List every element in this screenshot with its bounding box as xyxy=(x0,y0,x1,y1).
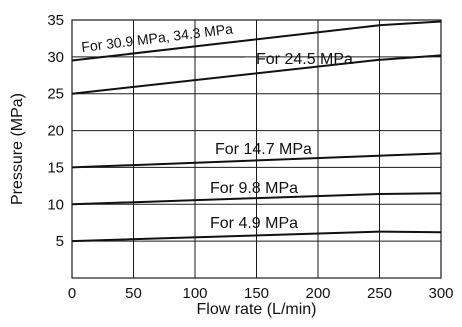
series-line-3 xyxy=(71,192,442,206)
series-line-4 xyxy=(71,230,442,243)
x-axis-title: Flow rate (L/min) xyxy=(196,301,316,318)
x-tick-label: 300 xyxy=(428,285,453,302)
series-line-1 xyxy=(71,54,442,95)
y-tick-label: 25 xyxy=(47,86,64,103)
series-line-0 xyxy=(71,20,442,62)
x-tick-label: 100 xyxy=(182,285,207,302)
series-line-2 xyxy=(71,152,442,169)
y-tick-label: 15 xyxy=(47,159,64,176)
x-tick-label: 50 xyxy=(125,285,142,302)
x-tick-label: 250 xyxy=(367,285,392,302)
y-tick-label: 30 xyxy=(47,49,64,66)
x-tick-label: 0 xyxy=(68,285,76,302)
y-tick-label: 5 xyxy=(56,233,64,250)
y-axis-title: Pressure (MPa) xyxy=(9,93,26,205)
y-tick-label: 10 xyxy=(47,196,64,213)
series-lines xyxy=(71,20,442,243)
x-tick-labels: 0 50 100 150 200 250 300 xyxy=(68,285,454,302)
x-tick-label: 200 xyxy=(305,285,330,302)
series-label-9-8: For 9.8 MPa xyxy=(210,180,298,197)
plot-frame xyxy=(71,19,442,279)
y-tick-labels: 5 10 15 20 25 30 35 xyxy=(47,12,64,250)
series-label-24-5: For 24.5 MPa xyxy=(256,51,353,68)
series-label-4-9: For 4.9 MPa xyxy=(210,215,298,232)
y-tick-label: 35 xyxy=(47,12,64,29)
y-tick-label: 20 xyxy=(47,123,64,140)
grid xyxy=(72,20,441,278)
x-tick-label: 150 xyxy=(244,285,269,302)
series-label-14-7: For 14.7 MPa xyxy=(215,141,312,158)
